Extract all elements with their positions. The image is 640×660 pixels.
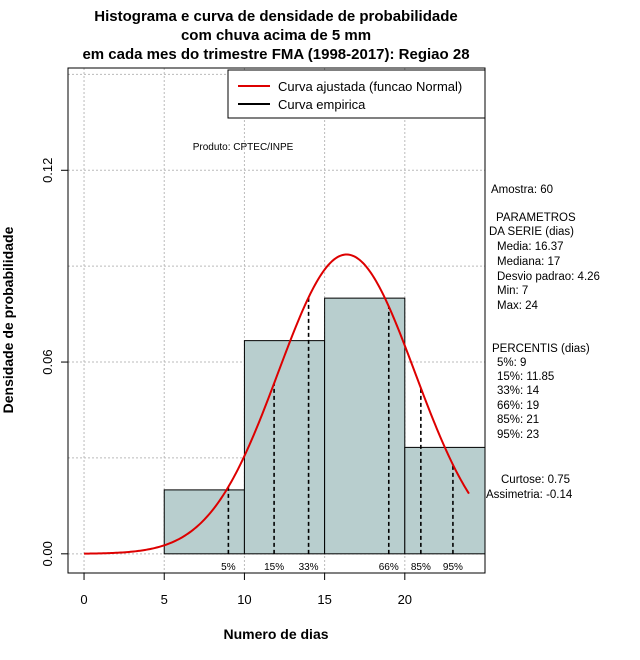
chart-title-line-2: com chuva acima de 5 mm — [181, 27, 371, 44]
parametros-heading: PARAMETROS — [496, 212, 576, 224]
histogram-bar — [324, 297, 406, 555]
stat-mediana: Mediana: 17 — [497, 256, 560, 268]
stat-max: Max: 24 — [497, 300, 539, 312]
percentile-label: 95% — [443, 562, 463, 573]
chart-title-line-1: Histograma e curva de densidade de proba… — [94, 8, 457, 25]
histogram-bar — [404, 446, 486, 555]
percentile-lines: 5% 15% 33% 66% 85% 95% — [221, 297, 463, 573]
legend: Curva ajustada (funcao Normal) Curva emp… — [227, 69, 486, 119]
percentile-label: 66% — [379, 562, 399, 573]
percentis-heading: PERCENTIS (dias) — [492, 343, 590, 355]
curtose-label: Curtose: 0.75 — [501, 474, 570, 486]
y-tick-label: 0.12 — [40, 158, 55, 183]
statistics-panel: Amostra: 60 PARAMETROS DA SERIE (dias) M… — [486, 184, 600, 501]
percentile-label: 15% — [264, 562, 284, 573]
x-tick-label: 0 — [80, 592, 87, 607]
percentil-5: 5%: 9 — [497, 357, 526, 369]
assimetria-label: Assimetria: -0.14 — [486, 489, 573, 501]
x-tick-label: 15 — [317, 592, 331, 607]
legend-empirical-label: Curva empirica — [278, 97, 366, 112]
y-tick-label: 0.06 — [40, 349, 55, 374]
legend-box — [227, 69, 486, 119]
parametros-subheading: DA SERIE (dias) — [489, 226, 574, 238]
percentile-label: 5% — [221, 562, 236, 573]
x-tick-label: 10 — [237, 592, 251, 607]
legend-fitted-label: Curva ajustada (funcao Normal) — [278, 79, 462, 94]
percentile-label: 33% — [299, 562, 319, 573]
y-tick-label: 0.00 — [40, 541, 55, 566]
stat-media: Media: 16.37 — [497, 241, 564, 253]
normal-curve-layer — [84, 253, 470, 555]
amostra-label: Amostra: 60 — [491, 184, 553, 196]
percentil-66: 66%: 19 — [497, 400, 539, 412]
x-tick-label: 20 — [398, 592, 412, 607]
y-axis: 0.00 0.06 0.12 — [40, 158, 69, 566]
histogram-bar — [243, 340, 326, 555]
percentil-95: 95%: 23 — [497, 429, 539, 441]
normal-curve — [84, 253, 470, 555]
histogram-bar — [163, 489, 245, 555]
percentile-label: 85% — [411, 562, 431, 573]
percentil-15: 15%: 11.85 — [497, 371, 554, 383]
chart-title-line-3: em cada mes do trimestre FMA (1998-2017)… — [82, 46, 469, 63]
x-axis: 0 5 10 15 20 — [80, 572, 412, 607]
percentil-33: 33%: 14 — [497, 385, 540, 397]
percentil-85: 85%: 21 — [497, 414, 539, 426]
stat-min: Min: 7 — [497, 285, 528, 297]
x-tick-label: 5 — [161, 592, 168, 607]
stat-desvio-padrao: Desvio padrao: 4.26 — [497, 271, 600, 283]
produto-label: Produto: CPTEC/INPE — [193, 142, 294, 153]
y-axis-title: Densidade de probabilidade — [0, 226, 16, 413]
histogram-bars — [163, 297, 486, 555]
x-axis-title: Numero de dias — [223, 626, 328, 642]
